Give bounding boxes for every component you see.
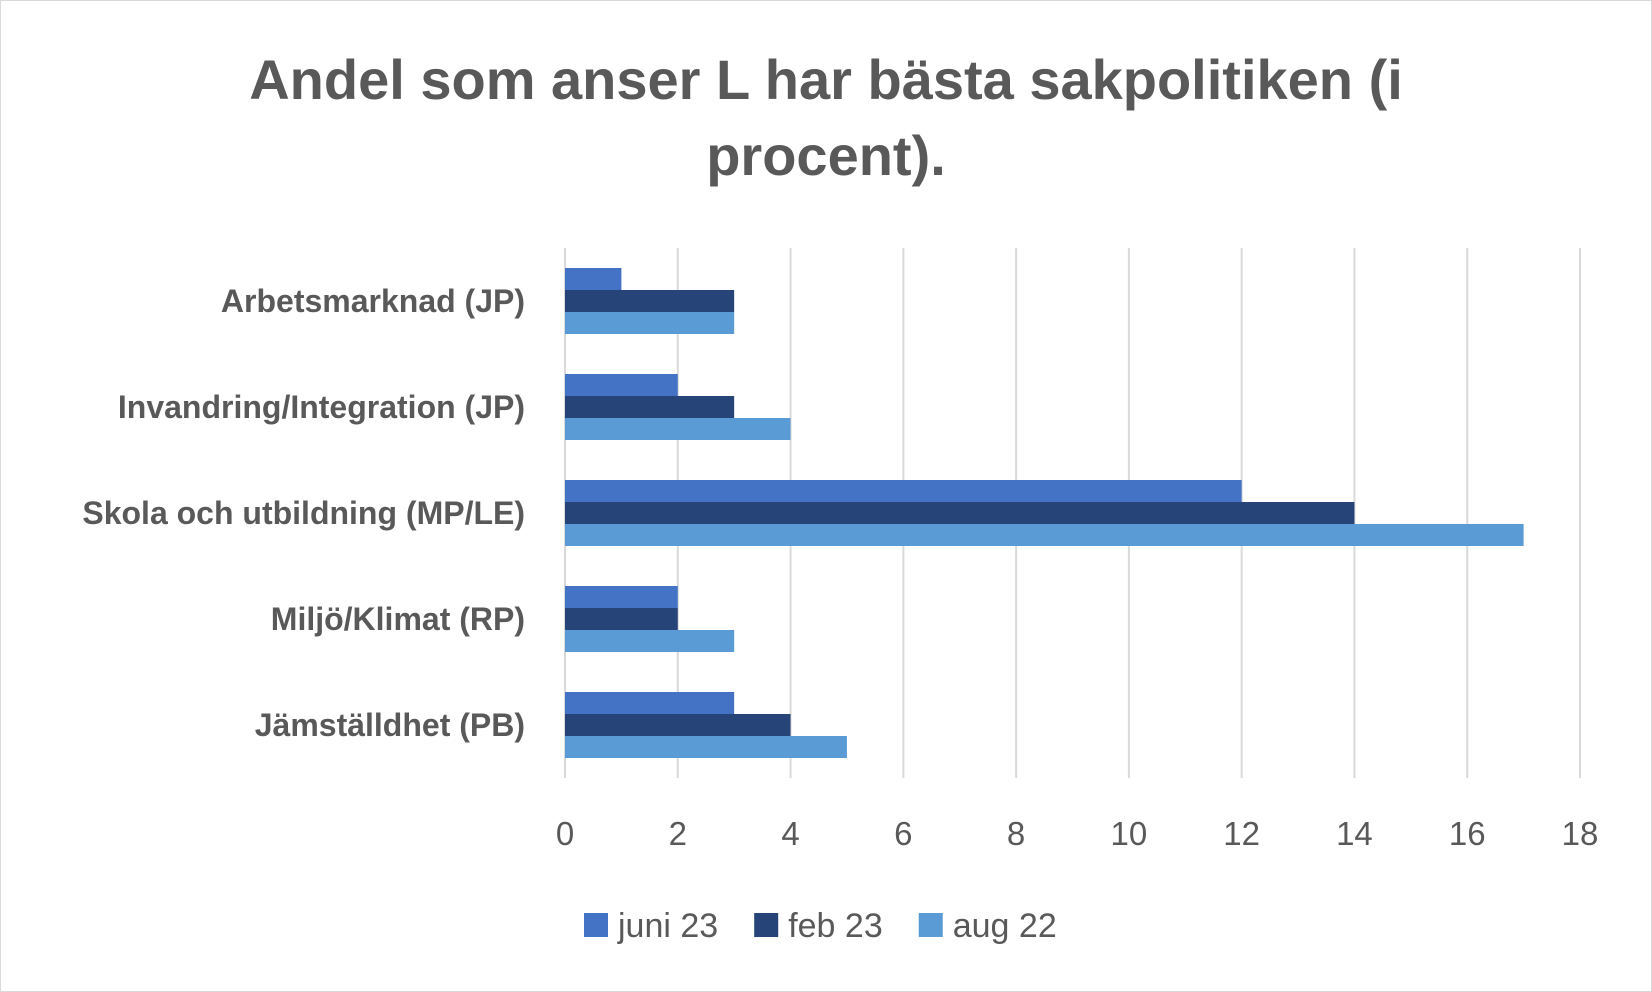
bar [565,374,678,396]
x-tick-label: 14 [1336,815,1373,852]
x-tick-label: 6 [894,815,912,852]
bar [565,268,622,290]
bar [565,290,735,312]
bar [565,524,1524,546]
bar [565,736,847,758]
category-label: Skola och utbildning (MP/LE) [82,495,525,531]
bar [565,714,791,736]
category-label: Invandring/Integration (JP) [118,389,525,425]
x-tick-label: 10 [1111,815,1148,852]
bar [565,418,791,440]
legend-swatch [918,913,943,937]
category-label: Arbetsmarknad (JP) [221,283,525,319]
category-label: Jämställdhet (PB) [255,707,525,743]
bar [565,630,735,652]
category-label: Miljö/Klimat (RP) [271,601,525,637]
bar [565,396,735,418]
bar [565,586,678,608]
x-tick-label: 16 [1449,815,1486,852]
bar [565,608,678,630]
x-tick-label: 2 [669,815,687,852]
bar [565,480,1242,502]
x-tick-label: 8 [1007,815,1025,852]
x-tick-label: 0 [556,815,574,852]
chart-title-line-2: procent). [706,124,946,187]
x-tick-label: 12 [1223,815,1260,852]
legend-label: aug 22 [953,907,1057,945]
legend-label: juni 23 [617,907,718,945]
legend-swatch [754,913,779,937]
legend-label: feb 23 [788,907,883,945]
bar [565,502,1355,524]
x-tick-label: 4 [781,815,799,852]
bar [565,312,735,334]
legend-swatch [584,913,608,937]
chart-title-line-1: Andel som anser L har bästa sakpolitiken… [249,48,1403,111]
x-tick-label: 18 [1562,815,1599,852]
bar [565,692,735,714]
